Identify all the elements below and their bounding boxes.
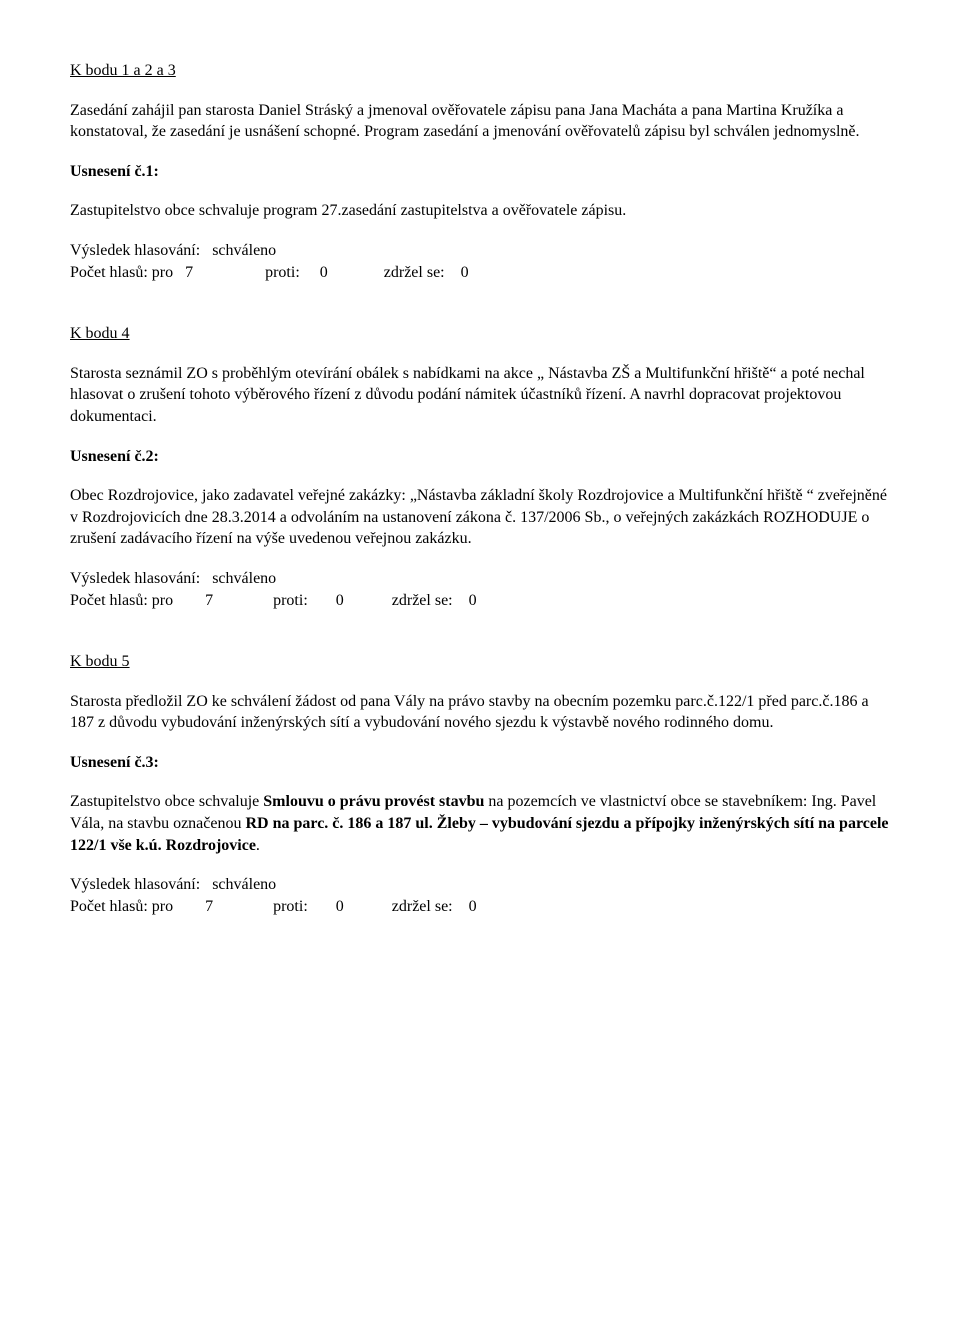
- resolution-label: Usnesení č.2:: [70, 446, 890, 468]
- resolution-label: Usnesení č.3:: [70, 752, 890, 774]
- resolution-text: Zastupitelstvo obce schvaluje Smlouvu o …: [70, 791, 890, 856]
- section-heading: K bodu 1 a 2 a 3: [70, 60, 890, 82]
- vote-counts: Počet hlasů: pro 7 proti: 0 zdržel se: 0: [70, 896, 890, 918]
- paragraph: Starosta seznámil ZO s proběhlým otevírá…: [70, 363, 890, 428]
- vote-result: Výsledek hlasování: schváleno: [70, 874, 890, 896]
- paragraph: Zasedání zahájil pan starosta Daniel Str…: [70, 100, 890, 143]
- resolution-text: Obec Rozdrojovice, jako zadavatel veřejn…: [70, 485, 890, 550]
- vote-block: Výsledek hlasování: schváleno Počet hlas…: [70, 874, 890, 917]
- resolution-label: Usnesení č.1:: [70, 161, 890, 183]
- section-heading: K bodu 5: [70, 651, 890, 673]
- res-bold-1: Smlouvu o právu provést stavbu: [263, 793, 484, 810]
- res-text-prefix: Zastupitelstvo obce schvaluje: [70, 793, 263, 810]
- vote-counts: Počet hlasů: pro 7 proti: 0 zdržel se: 0: [70, 262, 890, 284]
- resolution-text: Zastupitelstvo obce schvaluje program 27…: [70, 200, 890, 222]
- paragraph: Starosta předložil ZO ke schválení žádos…: [70, 691, 890, 734]
- vote-block: Výsledek hlasování: schváleno Počet hlas…: [70, 240, 890, 283]
- vote-result: Výsledek hlasování: schváleno: [70, 568, 890, 590]
- section-heading: K bodu 4: [70, 323, 890, 345]
- res-text-suffix: .: [256, 837, 260, 854]
- vote-result: Výsledek hlasování: schváleno: [70, 240, 890, 262]
- vote-block: Výsledek hlasování: schváleno Počet hlas…: [70, 568, 890, 611]
- vote-counts: Počet hlasů: pro 7 proti: 0 zdržel se: 0: [70, 590, 890, 612]
